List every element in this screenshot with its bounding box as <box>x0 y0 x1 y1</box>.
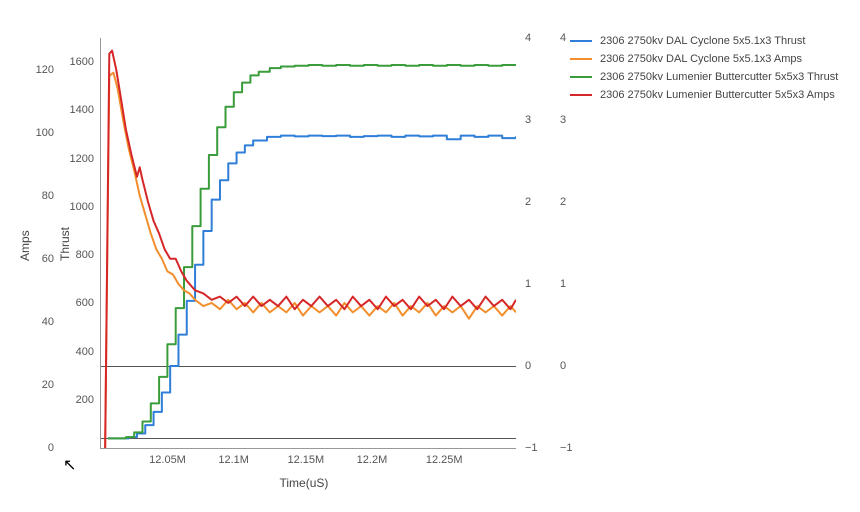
series-svg <box>101 38 516 448</box>
x-tick-0: 12.05M <box>149 454 186 466</box>
y-amps-label: Amps <box>18 230 32 261</box>
legend-label-2: 2306 2750kv Lumenier Buttercutter 5x5x3 … <box>600 71 838 83</box>
y-amps-tick-2: 40 <box>42 316 54 328</box>
y-thrust-tick-6: 1400 <box>70 104 94 116</box>
y_right2-tick-3: 2 <box>560 196 566 208</box>
legend-swatch-3 <box>570 94 592 96</box>
legend-swatch-1 <box>570 58 592 60</box>
legend-label-0: 2306 2750kv DAL Cyclone 5x5.1x3 Thrust <box>600 35 805 47</box>
y_right1-tick-2: 1 <box>525 278 531 290</box>
y-thrust-tick-4: 1000 <box>70 201 94 213</box>
y_right2-tick-2: 1 <box>560 278 566 290</box>
y_right1-tick-1: 0 <box>525 360 531 372</box>
y_right2-tick-1: 0 <box>560 360 566 372</box>
legend-label-1: 2306 2750kv DAL Cyclone 5x5.1x3 Amps <box>600 53 802 65</box>
x-axis-label: Time(uS) <box>280 476 329 490</box>
chart-container: 12.05M12.1M12.15M12.2M12.25MTime(uS)0204… <box>0 0 860 512</box>
y-amps-tick-3: 60 <box>42 253 54 265</box>
y-thrust-tick-5: 1200 <box>70 153 94 165</box>
x-tick-2: 12.15M <box>288 454 325 466</box>
y-thrust-tick-0: 200 <box>76 394 94 406</box>
y_right1-tick-3: 2 <box>525 196 531 208</box>
legend-item-2[interactable]: 2306 2750kv Lumenier Buttercutter 5x5x3 … <box>570 71 838 83</box>
y_right1-tick-4: 3 <box>525 114 531 126</box>
legend-swatch-2 <box>570 76 592 78</box>
y-amps-tick-0: 0 <box>48 442 54 454</box>
y-thrust-tick-1: 400 <box>76 346 94 358</box>
y_right1-tick-5: 4 <box>525 32 531 44</box>
y-amps-tick-5: 100 <box>36 127 54 139</box>
y_right2-tick-0: −1 <box>560 442 573 454</box>
legend-label-3: 2306 2750kv Lumenier Buttercutter 5x5x3 … <box>600 89 835 101</box>
cursor-icon: ↖ <box>63 455 76 475</box>
y-thrust-tick-7: 1600 <box>70 56 94 68</box>
y-amps-tick-6: 120 <box>36 64 54 76</box>
series-buttercutter_amps <box>105 51 516 448</box>
legend-item-0[interactable]: 2306 2750kv DAL Cyclone 5x5.1x3 Thrust <box>570 35 838 47</box>
y-amps-tick-1: 20 <box>42 379 54 391</box>
y-thrust-tick-2: 600 <box>76 297 94 309</box>
y_right2-tick-4: 3 <box>560 114 566 126</box>
legend-item-3[interactable]: 2306 2750kv Lumenier Buttercutter 5x5x3 … <box>570 89 838 101</box>
y-thrust-tick-3: 800 <box>76 249 94 261</box>
plot-area <box>100 38 516 449</box>
legend: 2306 2750kv DAL Cyclone 5x5.1x3 Thrust 23… <box>570 35 838 107</box>
x-tick-4: 12.25M <box>426 454 463 466</box>
y-amps-tick-4: 80 <box>42 190 54 202</box>
x-tick-1: 12.1M <box>218 454 249 466</box>
y_right2-tick-5: 4 <box>560 32 566 44</box>
y_right1-tick-0: −1 <box>525 442 538 454</box>
legend-swatch-0 <box>570 40 592 42</box>
x-tick-3: 12.2M <box>357 454 388 466</box>
y-thrust-label: Thrust <box>58 227 72 261</box>
series-buttercutter_thrust <box>108 65 516 438</box>
legend-item-1[interactable]: 2306 2750kv DAL Cyclone 5x5.1x3 Amps <box>570 53 838 65</box>
series-cyclone_thrust <box>108 136 516 439</box>
